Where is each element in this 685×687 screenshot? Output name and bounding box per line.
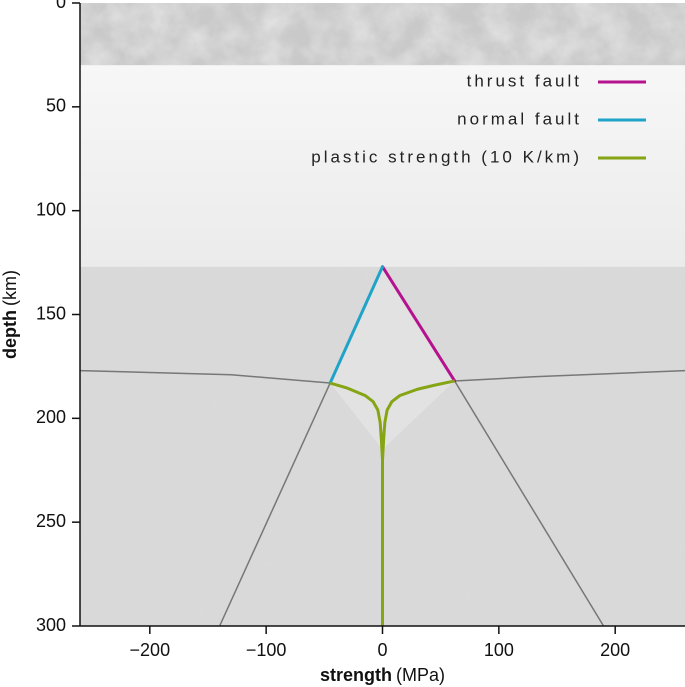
layer-texture-top — [80, 3, 685, 66]
legend-label: normal fault — [457, 109, 582, 128]
reference-line-thrust-extension — [453, 380, 605, 626]
layer-middle-light-band — [80, 65, 685, 267]
x-tick-label: 200 — [600, 640, 630, 660]
legend-item: plastic strength (10 K/km) — [311, 147, 646, 166]
y-tick-label: 50 — [46, 96, 66, 116]
y-axis-title-unit: (km) — [0, 270, 20, 306]
legend-item: normal fault — [457, 109, 646, 128]
x-tick-label: 100 — [484, 640, 514, 660]
y-tick-label: 0 — [56, 0, 66, 12]
legend-label: plastic strength (10 K/km) — [311, 147, 582, 166]
y-tick-label: 150 — [36, 303, 66, 323]
y-axis-title: depth (km) — [0, 270, 20, 359]
x-tick-label: 0 — [377, 640, 387, 660]
series-thrust-0 — [381, 265, 457, 383]
reference-line-boundary-right — [454, 369, 685, 382]
reference-lines — [80, 369, 685, 626]
y-axis-title-main: depth — [0, 310, 20, 359]
y-tick-label: 200 — [36, 407, 66, 427]
legend-label: thrust fault — [467, 71, 582, 90]
x-tick-label: −100 — [246, 640, 287, 660]
series-lines — [328, 265, 457, 626]
reference-line-normal-extension — [218, 382, 331, 626]
fault-wedge-region — [330, 266, 455, 450]
x-tick-label: −200 — [130, 640, 171, 660]
x-axis-title-main: strength — [320, 665, 392, 685]
legend: thrust fault normal fault plastic strength… — [311, 71, 646, 166]
series-normal-1 — [328, 265, 384, 385]
y-tick-label: 100 — [36, 199, 66, 219]
legend-item: thrust fault — [467, 71, 646, 90]
y-tick-label: 300 — [36, 615, 66, 635]
x-axis-title-unit: (MPa) — [396, 665, 445, 685]
reference-line-boundary-left — [80, 369, 331, 384]
x-axis-title: strength (MPa) — [320, 665, 445, 685]
y-tick-label: 250 — [36, 511, 66, 531]
series-plastic-2-right — [381, 379, 455, 626]
